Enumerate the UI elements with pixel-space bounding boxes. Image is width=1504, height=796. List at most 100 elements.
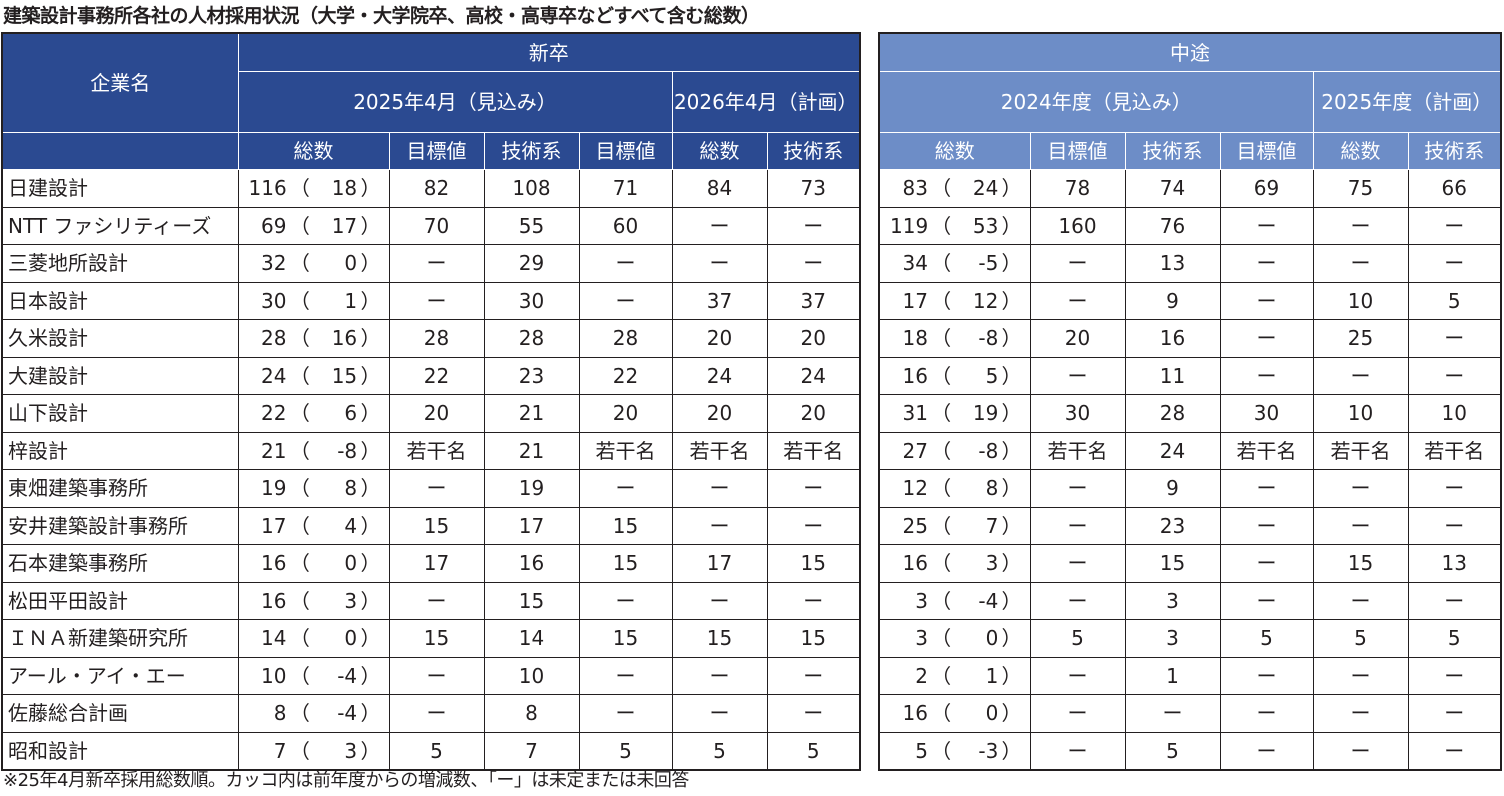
- close-paren: ）: [1001, 213, 1022, 238]
- mid-2024-total: 3 （ -4）: [878, 581, 1031, 620]
- new-2025-total: 10 （ -4）: [237, 656, 390, 695]
- new-2025-tech-target: 5: [578, 731, 673, 771]
- mid-2025-total: 10: [1312, 281, 1409, 320]
- mid-2024-tech: 1: [1124, 656, 1221, 695]
- total-value: 17: [902, 288, 928, 313]
- new-2025-tech: 29: [483, 244, 580, 283]
- mid-2024-tech: ー: [1124, 694, 1221, 733]
- new-2025-tech-target: 22: [578, 356, 673, 395]
- close-paren: ）: [1001, 288, 1022, 313]
- new-2025-target: 28: [388, 319, 485, 358]
- table-row: 119 （53） 160 76 ーーー: [878, 206, 1502, 245]
- close-paren: ）: [360, 438, 381, 463]
- new-2025-total: 7 （ 3）: [237, 731, 390, 771]
- total-value: 2: [915, 663, 928, 688]
- total-value: 7: [273, 738, 287, 763]
- new-2026-total: ー: [671, 694, 768, 733]
- company-name: アール・アイ・エー: [1, 656, 239, 695]
- company-name: 松田平田設計: [1, 581, 239, 620]
- open-paren: （: [289, 513, 310, 538]
- company-name: 山下設計: [1, 394, 239, 433]
- close-paren: ）: [360, 738, 381, 763]
- total-value: 16: [902, 701, 928, 726]
- close-paren: ）: [1001, 251, 1022, 276]
- company-name: 石本建築事務所: [1, 544, 239, 583]
- total-value: 10: [261, 663, 287, 688]
- open-paren: （: [931, 251, 952, 276]
- mid-2025-total: ー: [1312, 656, 1409, 695]
- table-row: 三菱地所設計 32 （0）ー 29 ーーー: [1, 244, 861, 283]
- new-2025-tech: 8: [483, 694, 580, 733]
- header-company: 企業名: [1, 32, 239, 133]
- mid-2025-tech: ー: [1407, 319, 1502, 358]
- diff-value: 8: [344, 476, 358, 501]
- close-paren: ）: [360, 288, 381, 313]
- open-paren: （: [931, 513, 952, 538]
- new-2025-total: 32 （ 0）: [237, 244, 390, 283]
- new-2025-tech: 10: [483, 656, 580, 695]
- mid-2024-tech: 9: [1124, 281, 1221, 320]
- mid-2024-target: ー: [1029, 356, 1126, 395]
- mid-2024-target: ー: [1029, 469, 1126, 508]
- mid-2024-tech: 28: [1124, 394, 1221, 433]
- mid-2025-tech: 13: [1407, 544, 1502, 583]
- company-name: 久米設計: [1, 319, 239, 358]
- new-2025-tech-target: ー: [578, 469, 673, 508]
- mid-2024-target: ー: [1029, 581, 1126, 620]
- mid-2025-total: ー: [1312, 731, 1409, 771]
- table-row: 昭和設計 7 （3） 5 7 5 5 5: [1, 731, 861, 771]
- mid-2024-tech-target: 若干名: [1219, 431, 1314, 470]
- diff-value: 15: [331, 363, 358, 388]
- new-2025-total: 28 （ 16）: [237, 319, 390, 358]
- company-name: 日本設計: [1, 281, 239, 320]
- mid-2024-total: 16 （ 5）: [878, 356, 1031, 395]
- mid-2024-tech: 5: [1124, 731, 1221, 771]
- new-2025-total: 14 （ 0）: [237, 619, 390, 658]
- new-2025-tech-target: 20: [578, 394, 673, 433]
- new-2026-tech: ー: [766, 656, 861, 695]
- mid-2024-target: ー: [1029, 731, 1126, 771]
- diff-value: -8: [978, 438, 999, 463]
- new-2025-total: 19 （ 8）: [237, 469, 390, 508]
- close-paren: ）: [1001, 738, 1022, 763]
- mid-2025-tech: 5: [1407, 281, 1502, 320]
- open-paren: （: [289, 738, 310, 763]
- header-fy2024: 2024年度（見込み）: [878, 71, 1314, 133]
- mid-2024-target: 160: [1029, 206, 1126, 245]
- close-paren: ）: [1001, 701, 1022, 726]
- mid-2025-tech: ー: [1407, 356, 1502, 395]
- close-paren: ）: [360, 626, 381, 651]
- new-2025-tech-target: 15: [578, 544, 673, 583]
- mid-2024-tech: 23: [1124, 506, 1221, 545]
- diff-value: 0: [985, 701, 999, 726]
- mid-2024-tech: 11: [1124, 356, 1221, 395]
- open-paren: （: [289, 551, 310, 576]
- mid-2024-target: ー: [1029, 544, 1126, 583]
- close-paren: ）: [1001, 326, 1022, 351]
- new-2025-target: 17: [388, 544, 485, 583]
- table-row: 石本建築事務所 16 （0） 17 16 15 17 15: [1, 544, 861, 583]
- table-row: 27 （-8）若干名 24 若干名 若干名 若干名: [878, 431, 1502, 470]
- footnote: ※25年4月新卒採用総数順。カッコ内は前年度からの増減数、「ー」は未定または未回…: [3, 770, 689, 791]
- diff-value: 19: [972, 401, 999, 426]
- mid-2024-tech-target: ー: [1219, 731, 1314, 771]
- mid-2024-tech-target: ー: [1219, 356, 1314, 395]
- new-2026-tech: 20: [766, 394, 861, 433]
- new-2025-tech: 55: [483, 206, 580, 245]
- mid-2024-tech-target: ー: [1219, 244, 1314, 283]
- mid-career-table: 中途 2024年度（見込み） 2025年度（計画） 総数 目標値 技術系 目標値…: [878, 32, 1502, 771]
- new-2026-tech: ー: [766, 694, 861, 733]
- mid-2024-tech: 3: [1124, 619, 1221, 658]
- mid-2024-tech-target: ー: [1219, 281, 1314, 320]
- header-apr2025: 2025年4月（見込み）: [237, 71, 673, 133]
- table-row: 久米設計 28 （16） 28 28 28 20 20: [1, 319, 861, 358]
- close-paren: ）: [360, 513, 381, 538]
- mid-2025-total: 25: [1312, 319, 1409, 358]
- header-tech: 技術系: [1124, 132, 1221, 170]
- diff-value: -4: [337, 663, 358, 688]
- total-value: 34: [902, 251, 928, 276]
- total-value: 119: [890, 213, 929, 238]
- mid-2025-tech: ー: [1407, 506, 1502, 545]
- new-2026-total: ー: [671, 206, 768, 245]
- new-2025-tech-target: 15: [578, 506, 673, 545]
